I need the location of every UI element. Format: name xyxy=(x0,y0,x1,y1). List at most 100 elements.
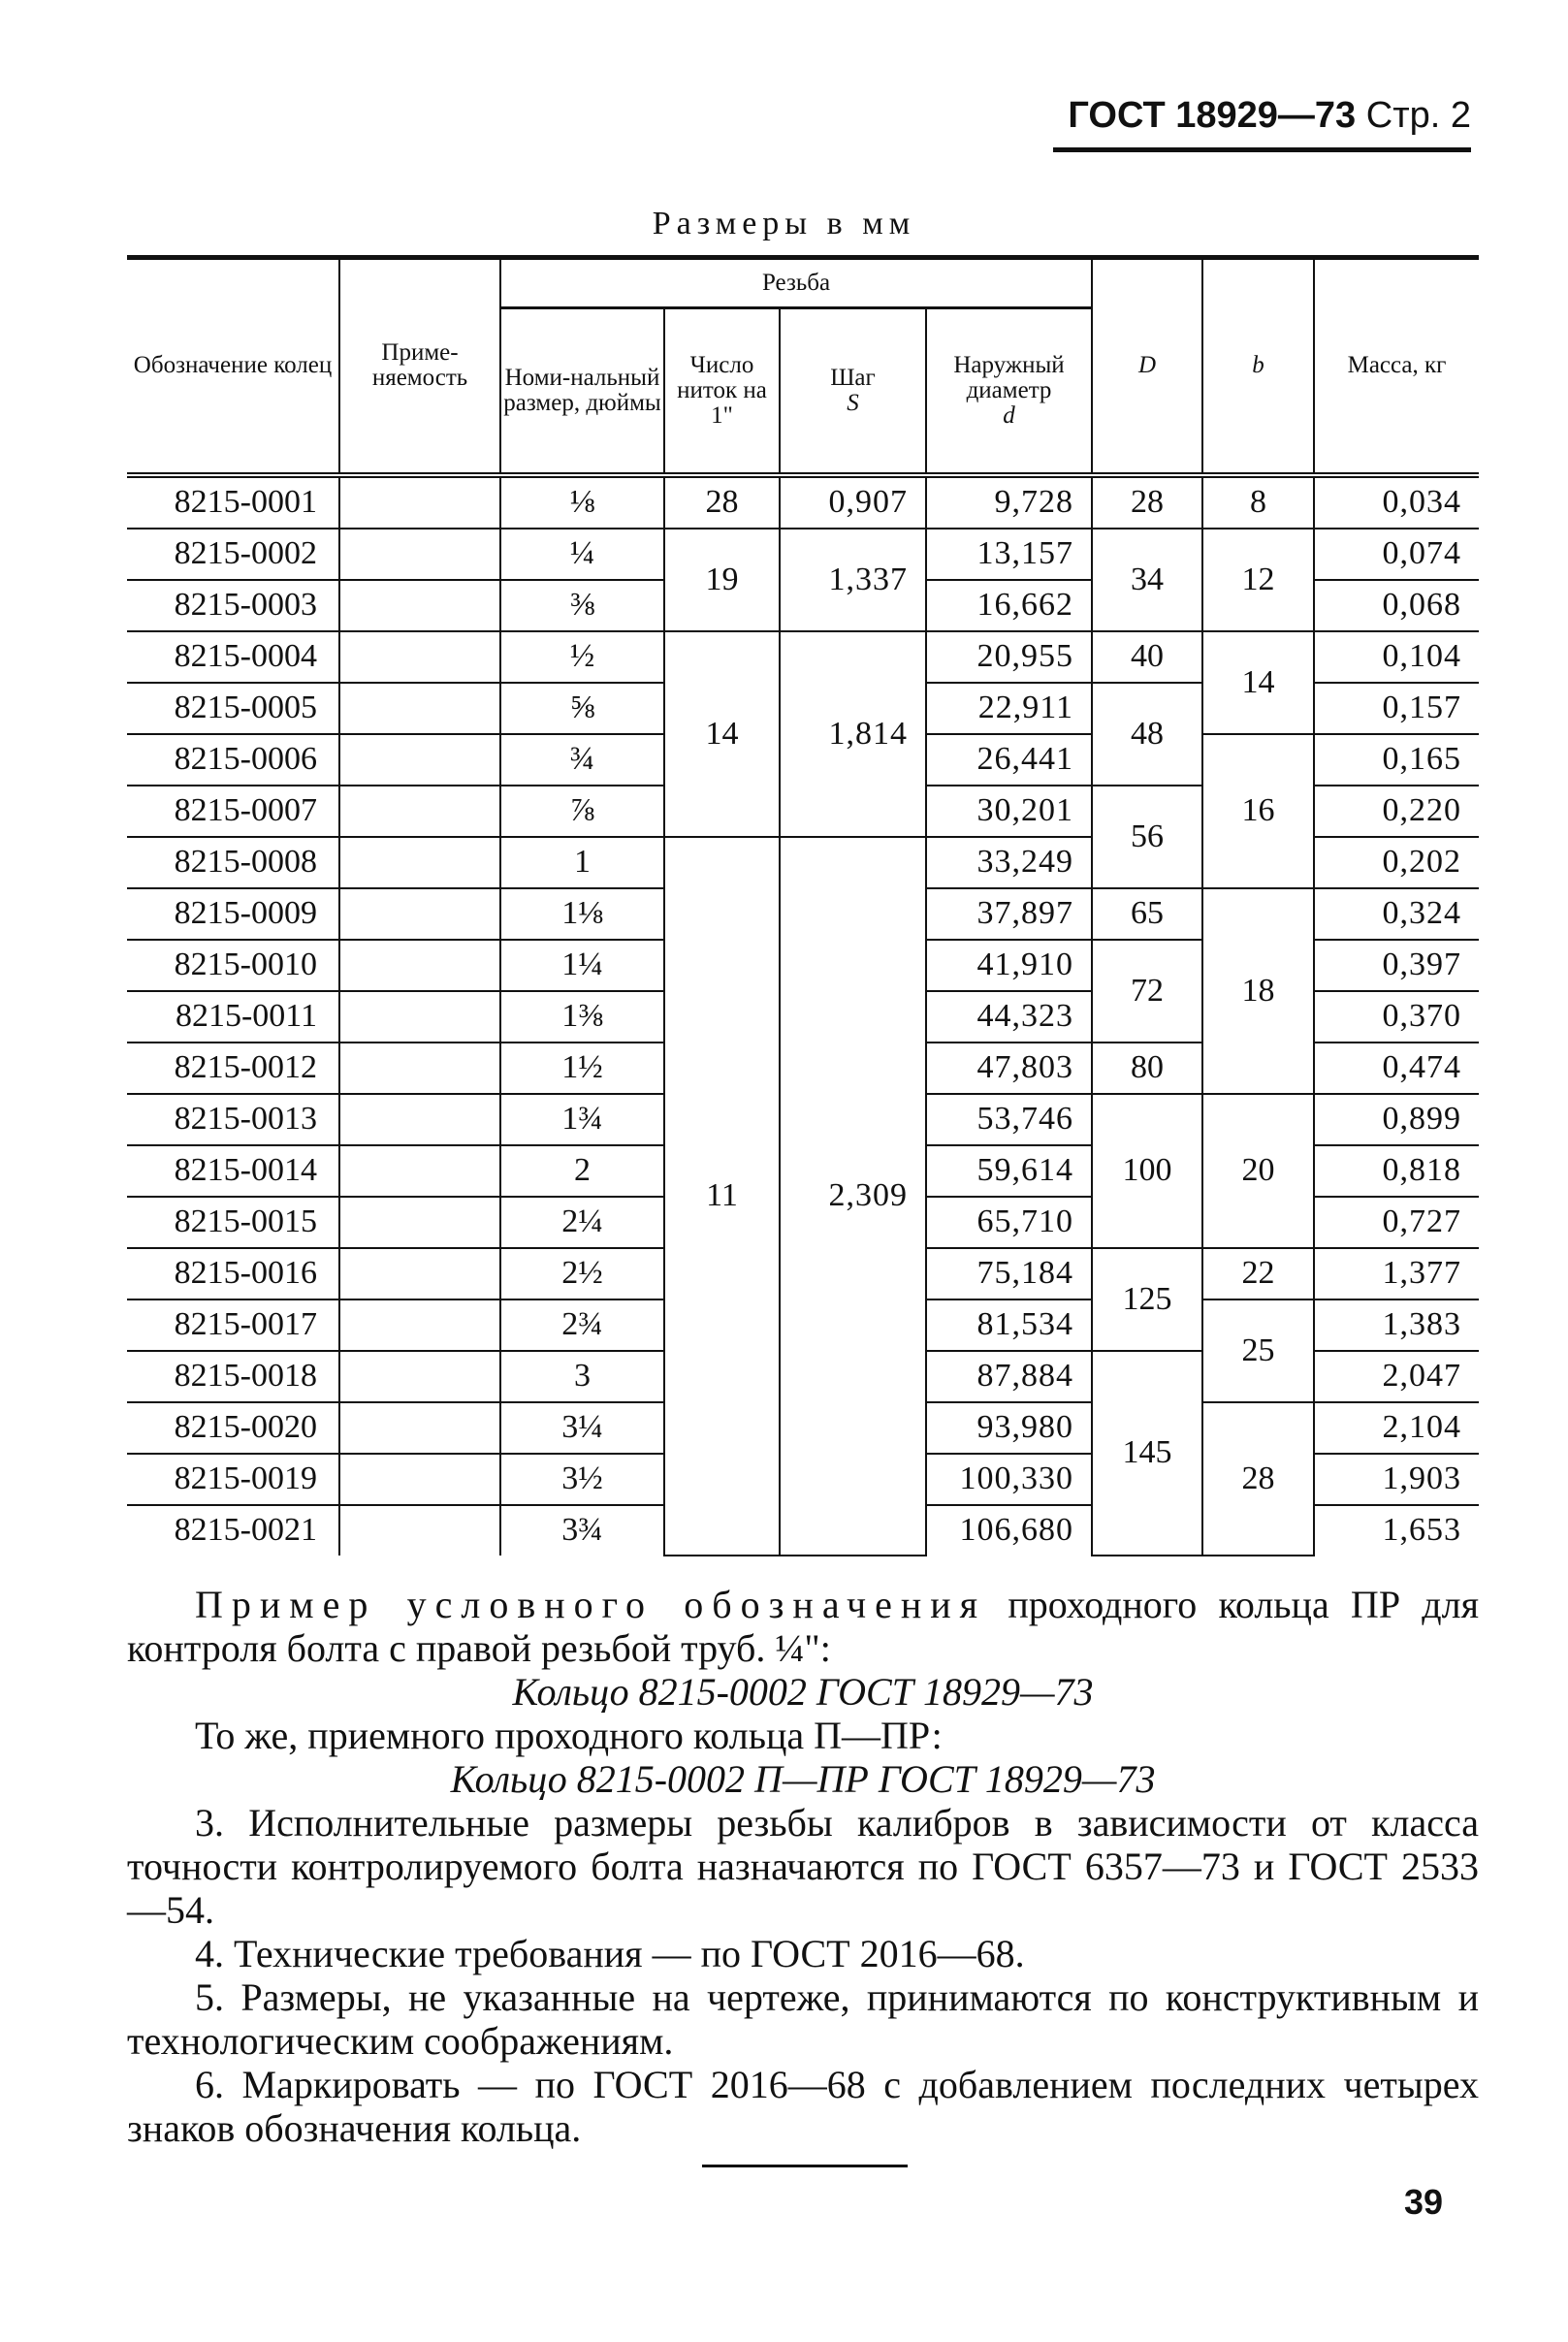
nominal-cell: 2 xyxy=(499,1144,665,1198)
mass-cell: 1,383 xyxy=(1313,1299,1480,1352)
table-row: 8215-0004 ½ 14 1,814 20,955 40 14 0,104 xyxy=(127,630,1480,838)
outer-diameter-cell: 87,884 xyxy=(924,1350,1094,1403)
outer-diameter-cell: 22,911 xyxy=(924,682,1094,735)
header-rule xyxy=(1053,147,1471,152)
applicability-cell xyxy=(338,1453,501,1506)
designation-cell: 8215-0012 xyxy=(127,1042,340,1095)
table-row: 8215-0016 2½ 75,184 125 22 1,377 xyxy=(127,1247,1480,1352)
D-cell: 48 xyxy=(1091,682,1204,786)
outer-diameter-cell: 93,980 xyxy=(924,1401,1094,1455)
same-for-paragraph: То же, приемного проходного кольца П—ПР: xyxy=(195,1714,943,1757)
D-cell: 34 xyxy=(1091,528,1204,632)
nominal-cell: 1¾ xyxy=(499,1093,665,1146)
applicability-cell xyxy=(338,474,501,529)
designation-cell: 8215-0008 xyxy=(127,836,340,889)
designation-cell: 8215-0021 xyxy=(127,1504,340,1556)
applicability-cell xyxy=(338,1042,501,1095)
nominal-cell: 3¼ xyxy=(499,1401,665,1455)
designation-cell: 8215-0007 xyxy=(127,785,340,838)
mass-cell: 0,370 xyxy=(1313,990,1480,1043)
applicability-cell xyxy=(338,887,501,941)
designation-cell: 8215-0015 xyxy=(127,1196,340,1249)
note-5: 5. Размеры, не указанные на чертеже, при… xyxy=(127,1975,1479,2063)
b-cell: 22 xyxy=(1201,1247,1316,1300)
table-row: 8215-0012 1½ 47,803 80 0,474 xyxy=(127,1042,1480,1095)
page-header: ГОСТ 18929—73 Стр. 2 xyxy=(1068,95,1471,137)
example-designation-2: Кольцо 8215-0002 П—ПР ГОСТ 18929—73 xyxy=(450,1757,1156,1801)
designation-cell: 8215-0020 xyxy=(127,1401,340,1455)
mass-cell: 0,727 xyxy=(1313,1196,1480,1249)
mass-cell: 0,074 xyxy=(1313,528,1480,581)
note-3: 3. Исполнительные размеры резьбы калибро… xyxy=(127,1801,1479,1932)
outer-diameter-cell: 20,955 xyxy=(924,630,1094,684)
header-thread: Резьба xyxy=(498,255,1094,309)
page-label: Стр. 2 xyxy=(1365,95,1471,136)
step-cell: 2,309 xyxy=(779,836,927,1556)
table-row: 8215-0001 ⅛ 28 0,907 9,728 28 8 0,034 xyxy=(127,474,1480,529)
table-row: 8215-0020 3¼ 93,980 28 2,104 xyxy=(127,1401,1480,1556)
header-threads-per-inch: Число ниток на 1" xyxy=(663,307,781,478)
header-step-symbol: S xyxy=(847,389,859,416)
outer-diameter-cell: 100,330 xyxy=(924,1453,1094,1506)
example-paragraph: Пример условного обозначения проходного … xyxy=(127,1583,1479,1670)
mass-cell: 0,157 xyxy=(1313,682,1480,735)
nominal-cell: 1¼ xyxy=(499,939,665,992)
designation-cell: 8215-0004 xyxy=(127,630,340,684)
step-cell: 0,907 xyxy=(779,474,927,529)
table-row: 8215-0003 ⅜ 16,662 0,068 xyxy=(127,579,1480,632)
footer-rule xyxy=(702,2165,908,2167)
mass-cell: 0,474 xyxy=(1313,1042,1480,1095)
applicability-cell xyxy=(338,528,501,581)
step-cell: 1,814 xyxy=(779,630,927,838)
mass-cell: 2,104 xyxy=(1313,1401,1480,1455)
outer-diameter-cell: 44,323 xyxy=(924,990,1094,1043)
D-cell: 100 xyxy=(1091,1093,1204,1249)
applicability-cell xyxy=(338,939,501,992)
designation-cell: 8215-0003 xyxy=(127,579,340,632)
outer-diameter-cell: 13,157 xyxy=(924,528,1094,581)
outer-diameter-cell: 16,662 xyxy=(924,579,1094,632)
applicability-cell xyxy=(338,1401,501,1455)
designation-cell: 8215-0002 xyxy=(127,528,340,581)
applicability-cell xyxy=(338,990,501,1043)
outer-diameter-cell: 41,910 xyxy=(924,939,1094,992)
D-cell: 65 xyxy=(1091,887,1204,941)
b-cell: 20 xyxy=(1201,1093,1316,1249)
outer-diameter-cell: 59,614 xyxy=(924,1144,1094,1198)
header-D: D xyxy=(1091,255,1204,478)
D-cell: 72 xyxy=(1091,939,1204,1043)
mass-cell: 0,324 xyxy=(1313,887,1480,941)
header-outer-diameter: Наружный диаметр d xyxy=(924,307,1093,478)
page-number: 39 xyxy=(1404,2182,1444,2222)
table-row: 8215-0009 1⅛ 37,897 65 18 0,324 xyxy=(127,887,1480,1095)
nominal-cell: 2½ xyxy=(499,1247,665,1300)
outer-diameter-cell: 47,803 xyxy=(924,1042,1094,1095)
rings-table: Обозначение колец Приме-няемость Резьба … xyxy=(127,255,1480,1556)
header-step: Шаг S xyxy=(779,307,927,478)
applicability-cell xyxy=(338,785,501,838)
D-cell: 56 xyxy=(1091,785,1204,889)
mass-cell: 0,397 xyxy=(1313,939,1480,992)
b-cell: 8 xyxy=(1201,474,1316,529)
example-rest: проходного кольца ПР для контроля болта … xyxy=(127,1583,1480,1670)
threads-cell: 28 xyxy=(663,474,781,529)
note-6: 6. Маркировать — по ГОСТ 2016—68 с добав… xyxy=(127,2063,1479,2150)
mass-cell: 1,903 xyxy=(1313,1453,1480,1506)
applicability-cell xyxy=(338,1504,501,1556)
header-step-label: Шаг xyxy=(830,364,876,391)
table-row: 8215-0015 2¼ 65,710 0,727 xyxy=(127,1196,1480,1249)
D-cell: 80 xyxy=(1091,1042,1204,1095)
table-row: 8215-0013 1¾ 53,746 100 20 0,899 xyxy=(127,1093,1480,1249)
designation-cell: 8215-0011 xyxy=(127,990,340,1043)
outer-diameter-cell: 26,441 xyxy=(924,733,1094,786)
b-cell: 25 xyxy=(1201,1299,1316,1403)
D-cell: 145 xyxy=(1091,1350,1204,1556)
D-cell: 125 xyxy=(1091,1247,1204,1352)
threads-cell: 11 xyxy=(663,836,781,1556)
outer-diameter-cell: 81,534 xyxy=(924,1299,1094,1352)
header-mass: Масса, кг xyxy=(1313,255,1480,478)
mass-cell: 0,220 xyxy=(1313,785,1480,838)
note-4: 4. Технические требования — по ГОСТ 2016… xyxy=(195,1932,1025,1975)
outer-diameter-cell: 33,249 xyxy=(924,836,1094,889)
designation-cell: 8215-0010 xyxy=(127,939,340,992)
